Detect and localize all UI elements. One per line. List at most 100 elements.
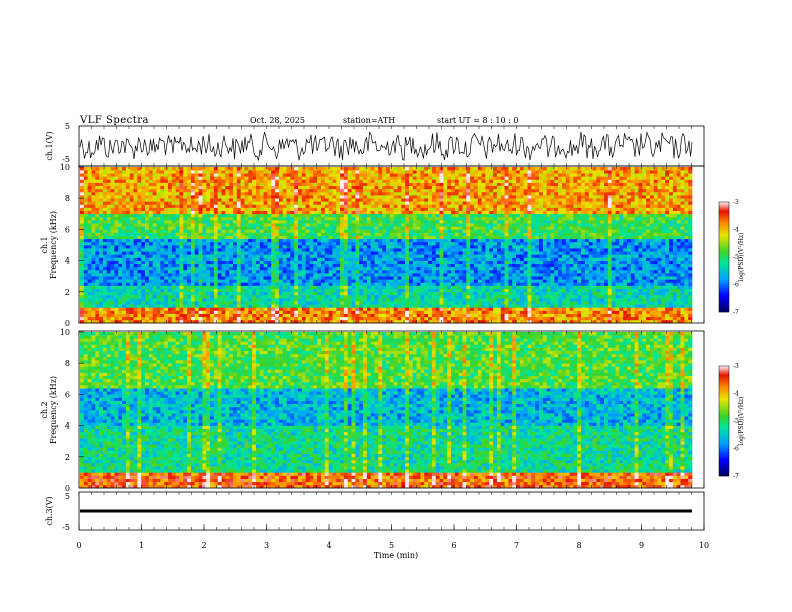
spectrogram-cell [282, 310, 287, 314]
spectrogram-cell [87, 285, 92, 289]
spectrogram-cell [386, 188, 391, 193]
spectrogram-cell [248, 223, 253, 227]
spectrogram-cell [125, 298, 131, 302]
spectrogram-cell [248, 226, 253, 230]
spectrogram-cell [305, 279, 310, 283]
spectrogram-cell [129, 185, 134, 190]
spectrogram-cell [366, 204, 372, 208]
spectrogram-cell [359, 260, 364, 265]
spectrogram-cell [114, 313, 119, 318]
spectrogram-cell [366, 195, 372, 199]
spectrogram-cell [183, 185, 188, 190]
spectrogram-cell [370, 204, 375, 208]
spectrogram-cell [252, 241, 257, 246]
spectrogram-cell [179, 266, 184, 271]
spectrogram-cell [248, 248, 253, 252]
spectrogram-cell [408, 173, 414, 177]
spectrogram-cell [317, 266, 322, 271]
spectrogram-cell [194, 241, 199, 246]
spectrogram-cell [91, 170, 96, 174]
spectrogram-cell [125, 195, 131, 199]
spectrogram-cell [435, 191, 440, 196]
spectrogram-cell [255, 269, 261, 274]
spectrogram-cell [267, 298, 272, 302]
spectrogram-cell [137, 282, 142, 286]
spectrogram-cell [286, 191, 291, 196]
spectrogram-cell [320, 213, 326, 218]
spectrogram-cell [420, 223, 425, 227]
spectrogram-cell [106, 288, 111, 293]
spectrogram-cell [252, 301, 257, 305]
spectrogram-cell [164, 204, 169, 208]
spectrogram-cell [114, 316, 119, 321]
spectrogram-cell [370, 229, 375, 233]
spectrogram-cell [91, 176, 96, 180]
spectrogram-cell [439, 307, 444, 311]
spectrogram-cell [347, 260, 352, 265]
spectrogram-cell [424, 301, 429, 305]
spectrogram-cell [83, 182, 88, 187]
spectrogram-cell [148, 229, 153, 233]
spectrogram-cell [156, 207, 161, 211]
spectrogram-cell [275, 257, 280, 261]
spectrogram-cell [271, 294, 276, 299]
spectrogram-cell [443, 273, 448, 277]
spectrogram-cell [206, 201, 211, 205]
spectrogram-cell [244, 223, 249, 227]
spectrogram-cell [122, 170, 127, 174]
spectrogram-cell [305, 167, 310, 171]
spectrogram-cell [202, 319, 207, 324]
spectrogram-cell [313, 226, 318, 230]
spectrogram-cell [175, 266, 180, 271]
spectrogram-cell [343, 254, 349, 258]
spectrogram-cell [408, 198, 414, 202]
spectrogram-cell [451, 282, 456, 286]
spectrogram-cell [80, 223, 85, 227]
spectrogram-cell [412, 294, 417, 299]
spectrogram-cell [332, 319, 337, 324]
spectrogram-cell [428, 201, 433, 205]
spectrogram-cell [160, 269, 165, 274]
spectrogram-cell [451, 210, 456, 215]
spectrogram-cell [301, 266, 306, 271]
spectrogram-cell [148, 288, 153, 293]
spectrogram-cell [397, 304, 402, 308]
spectrogram-cell [255, 198, 261, 202]
spectrogram-cell [244, 220, 249, 224]
spectrogram-cell [240, 213, 245, 218]
spectrogram-cell [210, 260, 215, 265]
spectrogram-cell [248, 179, 253, 183]
spectrogram-cell [397, 307, 402, 311]
spectrogram-cell [175, 245, 180, 249]
spectrogram-cell [233, 310, 238, 314]
spectrogram-cell [412, 254, 417, 258]
spectrogram-cell [389, 282, 394, 286]
spectrogram-cell [125, 213, 131, 218]
spectrogram-cell [80, 254, 85, 258]
spectrogram-cell [252, 207, 257, 211]
spectrogram-cell [378, 232, 383, 236]
spectrogram-cell [305, 182, 310, 187]
spectrogram-cell [317, 288, 322, 293]
spectrogram-cell [259, 269, 264, 274]
spectrogram-cell [217, 210, 222, 215]
spectrogram-cell [275, 179, 280, 183]
spectrogram-cell [340, 191, 345, 196]
spectrogram-cell [255, 241, 261, 246]
spectrogram-cell [244, 226, 249, 230]
spectrogram-cell [363, 298, 368, 302]
spectrogram-cell [102, 173, 108, 177]
spectrogram-cell [236, 276, 241, 280]
spectrogram-cell [83, 204, 88, 208]
spectrogram-cell [95, 273, 100, 277]
spectrogram-cell [225, 223, 230, 227]
spectrogram-cell [351, 304, 356, 308]
spectrogram-cell [366, 173, 372, 177]
spectrogram-cell [286, 232, 291, 236]
spectrogram-cell [217, 291, 222, 296]
spectrogram-cell [393, 226, 398, 230]
spectrogram-cell [145, 260, 150, 265]
spectrogram-cell [175, 229, 180, 233]
spectrogram-cell [125, 170, 131, 174]
spectrogram-cell [95, 301, 100, 305]
